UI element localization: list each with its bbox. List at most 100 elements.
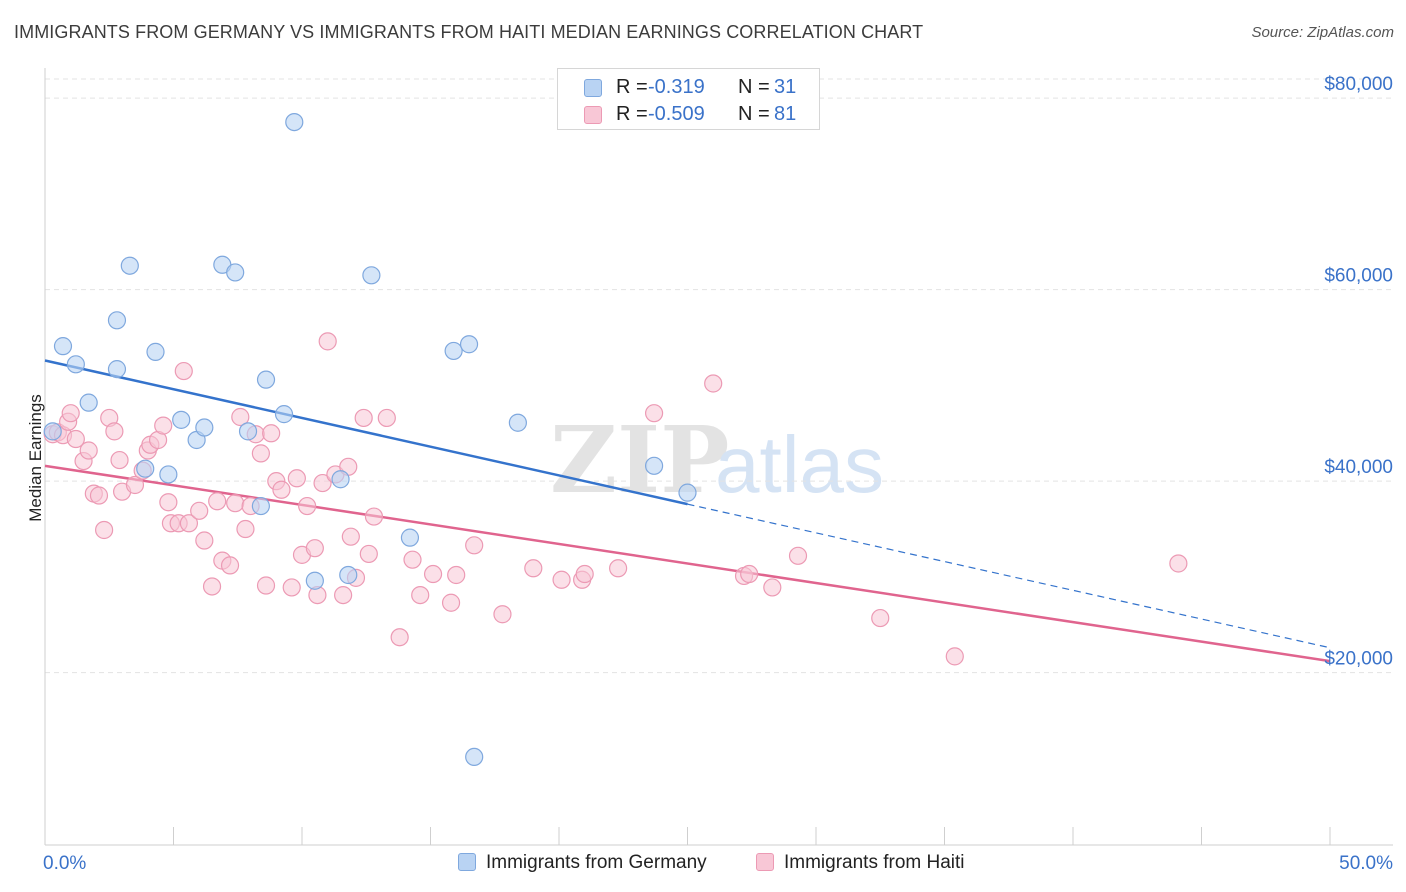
haiti-point <box>226 494 245 513</box>
germany-point <box>79 393 98 412</box>
haiti-point <box>251 444 270 463</box>
haiti-point <box>524 559 543 578</box>
haiti-point <box>411 585 430 605</box>
germany-point <box>66 355 85 374</box>
haiti-point <box>493 605 512 624</box>
r-value-haiti: -0.509 <box>648 103 705 125</box>
germany-point <box>305 571 324 590</box>
chart-title: IMMIGRANTS FROM GERMANY VS IMMIGRANTS FR… <box>14 22 924 42</box>
haiti-point <box>704 374 723 393</box>
haiti-point <box>110 450 129 470</box>
haiti-point <box>1169 554 1188 573</box>
germany-point <box>226 263 245 282</box>
haiti-point <box>313 473 332 493</box>
haiti-point <box>202 577 222 596</box>
haiti-point <box>159 493 178 512</box>
germany-point <box>256 370 276 389</box>
haiti-point <box>262 424 281 443</box>
haiti-point <box>95 520 114 540</box>
legend-item-haiti: Immigrants from Haiti <box>756 852 965 874</box>
haiti-point <box>871 608 890 628</box>
germany-point <box>444 341 463 361</box>
germany-point <box>644 456 664 475</box>
germany-point <box>331 470 350 489</box>
haiti-point <box>61 404 80 423</box>
y-tick-label: $40,000 <box>1324 457 1393 478</box>
haiti-point <box>359 544 378 564</box>
haiti-point <box>231 407 250 427</box>
haiti-point <box>364 507 384 526</box>
haiti-point <box>79 441 98 460</box>
germany-point <box>274 405 294 424</box>
haiti-point <box>441 593 461 612</box>
germany-point <box>146 342 165 361</box>
haiti-point <box>341 527 360 546</box>
haiti-point <box>220 556 240 575</box>
haiti-point <box>354 408 373 428</box>
germany-point <box>238 422 258 441</box>
haiti-point <box>174 361 193 381</box>
haiti-point <box>465 536 484 555</box>
haiti-point <box>282 578 301 597</box>
germany-point <box>400 528 420 547</box>
haiti-point <box>125 475 145 495</box>
germany-point <box>195 418 214 437</box>
n-label: N = <box>738 103 770 125</box>
germany-point <box>53 337 73 356</box>
germany-point <box>285 112 304 132</box>
legend-label-haiti: Immigrants from Haiti <box>784 852 965 873</box>
haiti-point <box>89 486 109 505</box>
y-tick-label: $80,000 <box>1324 74 1393 95</box>
haiti-point <box>318 332 337 351</box>
haiti-point <box>334 585 353 605</box>
haiti-point <box>788 546 808 565</box>
germany-point <box>107 360 127 379</box>
haiti-point <box>423 564 443 584</box>
germany-point <box>251 496 270 516</box>
legend-row-germany: R = -0.319 N = 31 <box>558 74 819 100</box>
haiti-point <box>298 496 317 516</box>
correlation-legend: R = -0.319 N = 31 R = -0.509 N = 81 <box>557 68 820 130</box>
haiti-point <box>256 576 276 595</box>
germany-point <box>107 311 127 330</box>
germany-legend-swatch <box>458 853 476 871</box>
haiti-point <box>195 531 214 550</box>
watermark-atlas: atlas <box>715 420 884 509</box>
germany-point <box>136 459 155 478</box>
x-tick-label: 50.0% <box>1339 853 1393 874</box>
haiti-point <box>447 565 466 585</box>
germany-swatch <box>584 79 602 97</box>
germany-point <box>120 256 139 275</box>
legend-item-germany: Immigrants from Germany <box>458 852 707 874</box>
germany-trend-extension <box>687 503 1331 649</box>
haiti-point <box>644 404 664 423</box>
germany-point <box>172 410 191 429</box>
haiti-point <box>66 429 85 449</box>
r-label: R = <box>616 76 648 98</box>
germany-point <box>459 335 479 354</box>
germany-point <box>508 413 527 432</box>
haiti-point <box>208 492 227 511</box>
haiti-point <box>305 539 324 558</box>
haiti-point <box>236 519 255 539</box>
haiti-swatch <box>584 106 602 124</box>
haiti-point <box>763 578 782 597</box>
germany-point <box>339 565 358 585</box>
haiti-point <box>105 422 124 441</box>
n-label: N = <box>738 76 770 98</box>
haiti-point <box>179 514 199 533</box>
haiti-point <box>945 647 964 666</box>
source-label: Source: ZipAtlas.com <box>1251 24 1394 41</box>
germany-point <box>362 266 381 285</box>
haiti-point <box>377 408 396 428</box>
legend-label-germany: Immigrants from Germany <box>486 852 707 873</box>
haiti-legend-swatch <box>756 853 774 871</box>
haiti-point <box>740 564 759 584</box>
haiti-point <box>190 501 209 520</box>
haiti-point <box>403 550 422 569</box>
legend-row-haiti: R = -0.509 N = 81 <box>558 101 819 127</box>
y-tick-label: $20,000 <box>1324 649 1393 670</box>
germany-point <box>43 422 62 441</box>
watermark-zip: ZIP <box>550 406 729 514</box>
r-value-germany: -0.319 <box>648 76 705 98</box>
